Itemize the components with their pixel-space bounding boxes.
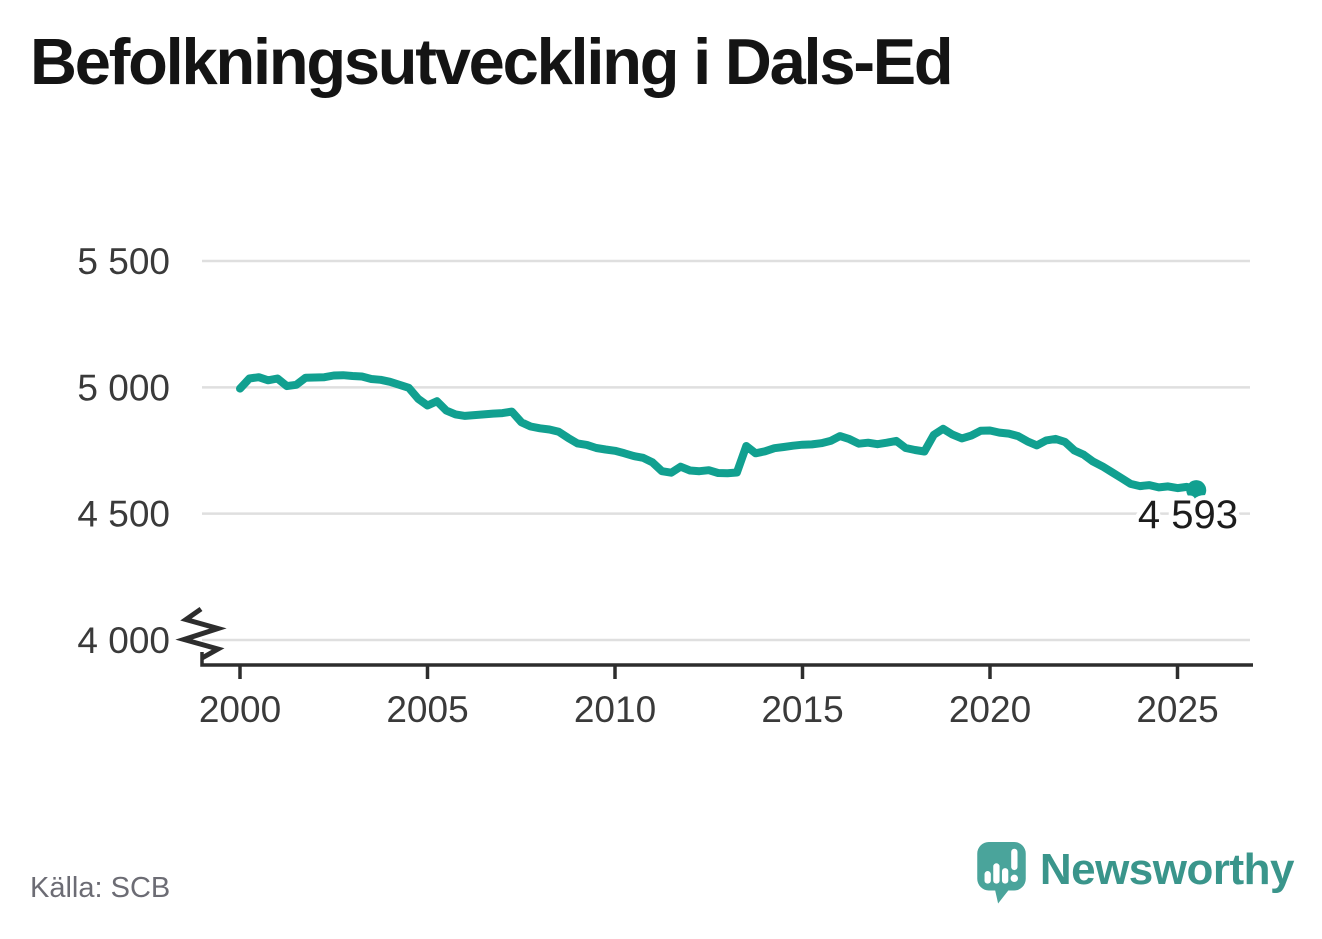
- newsworthy-brand: Newsworthy: [976, 841, 1295, 905]
- population-line: [236, 371, 1201, 495]
- gridlines-group: [202, 259, 1250, 642]
- y-axis-break-icon: [175, 606, 227, 661]
- x-tick-label: 2015: [761, 689, 843, 730]
- last-point-dot: [1186, 480, 1207, 501]
- newsworthy-wordmark: Newsworthy: [1039, 845, 1295, 894]
- y-tick-label: 5 000: [77, 367, 170, 408]
- y-tick-label: 5 500: [77, 241, 170, 282]
- newsworthy-logo-icon: [977, 841, 1026, 904]
- x-tick-label: 2000: [199, 689, 281, 730]
- y-axis-labels-group: 4 000 4 500 5 000 5 500: [77, 241, 170, 661]
- x-tick-label: 2010: [574, 689, 656, 730]
- y-tick-label: 4 000: [77, 620, 170, 661]
- x-tick-label: 2025: [1136, 689, 1218, 730]
- x-axis-line: [200, 652, 1253, 667]
- x-tick-label: 2005: [386, 689, 468, 730]
- population-series-group: [236, 371, 1207, 501]
- x-axis-ticks-group: [238, 665, 1180, 679]
- x-tick-label: 2020: [949, 689, 1031, 730]
- x-axis-labels-group: 2000 2005 2010 2015 2020 2025: [199, 689, 1219, 730]
- source-note: Källa: SCB: [30, 872, 171, 904]
- chart-title: Befolkningsutveckling i Dals-Ed: [30, 25, 954, 98]
- y-tick-label: 4 500: [77, 494, 170, 535]
- last-value-label: 4 593: [1138, 493, 1238, 537]
